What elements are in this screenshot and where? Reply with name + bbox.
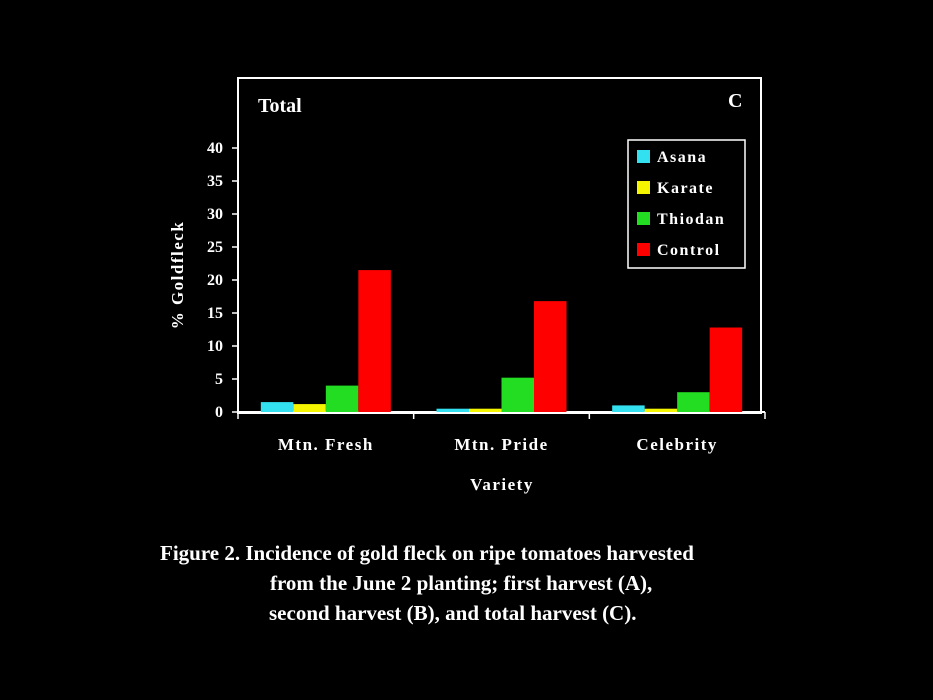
panel-title: Total (258, 95, 302, 117)
x-tick-label: Mtn. Fresh (278, 435, 374, 454)
caption-line-2: from the June 2 planting; first harvest … (270, 571, 653, 595)
legend-swatch-asana (637, 150, 650, 163)
y-tick-label: 0 (215, 404, 223, 421)
legend-swatch-thiodan (637, 212, 650, 225)
bar-karate-2 (644, 408, 678, 412)
y-tick-label: 30 (207, 206, 223, 223)
legend-label-karate: Karate (657, 180, 714, 197)
legend-swatch-control (637, 243, 650, 256)
legend-items: Asana Karate Thiodan Control (637, 149, 725, 259)
bar-asana-1 (436, 408, 469, 412)
bar-karate-1 (469, 408, 502, 412)
y-tick-label: 5 (215, 371, 223, 388)
legend-label-control: Control (657, 242, 721, 259)
panel-letter: C (728, 90, 742, 112)
caption-line-1: Figure 2. Incidence of gold fleck on rip… (160, 541, 694, 565)
caption-line-3: second harvest (B), and total harvest (C… (269, 601, 637, 625)
y-tick-label: 15 (207, 305, 223, 322)
legend-label-thiodan: Thiodan (657, 211, 725, 228)
x-tick-label: Mtn. Pride (454, 435, 548, 454)
legend-swatch-karate (637, 181, 650, 194)
bar-karate-0 (293, 404, 326, 412)
x-tick-label: Celebrity (636, 435, 717, 454)
bar-control-1 (534, 301, 567, 412)
bar-asana-0 (260, 402, 294, 412)
bar-thiodan-2 (677, 392, 710, 412)
bar-thiodan-1 (501, 377, 534, 412)
y-axis-label: % Goldfleck (168, 221, 187, 330)
y-tick-label: 10 (207, 338, 223, 355)
figure-caption: Figure 2. Incidence of gold fleck on rip… (160, 538, 694, 628)
y-tick-labels: 0 5 10 15 20 25 30 35 40 (207, 140, 223, 421)
bars (260, 270, 743, 412)
bar-thiodan-0 (325, 385, 359, 412)
goldfleck-bar-chart: Total C Mtn. Fresh Mtn. Pride Celebrity 0 5… (168, 77, 766, 494)
bar-control-0 (358, 270, 391, 412)
legend: Asana Karate Thiodan Control (627, 139, 746, 269)
y-tick-label: 20 (207, 272, 223, 289)
x-axis-label: Variety (470, 475, 534, 494)
y-tick-label: 40 (207, 140, 223, 157)
bar-control-2 (709, 327, 743, 412)
x-tick-labels: Mtn. Fresh Mtn. Pride Celebrity (278, 435, 717, 454)
y-tick-label: 25 (207, 239, 223, 256)
legend-label-asana: Asana (657, 149, 707, 166)
y-tick-label: 35 (207, 173, 223, 190)
bar-asana-2 (612, 405, 645, 412)
